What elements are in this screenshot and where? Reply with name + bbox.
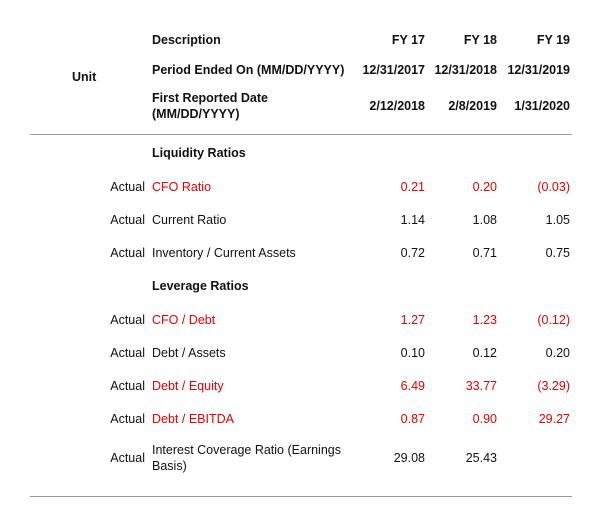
period-ended-fy17: 12/31/2017 [362,63,425,78]
table-row-interest-coverage: Actual Interest Coverage Ratio (Earnings… [30,436,572,482]
table-row-inventory-current-assets: Actual Inventory / Current Assets 0.72 0… [30,237,572,270]
table-header: Unit Description FY 17 FY 18 FY 19 Perio… [30,26,572,128]
value-fy18: 0.90 [472,411,497,426]
period-ended-fy18: 12/31/2018 [434,63,497,78]
value-fy19: 1.05 [545,212,570,227]
first-reported-label: First Reported Date (MM/DD/YYYY) [152,91,268,121]
table-row-debt-equity: Actual Debt / Equity 6.49 33.77 (3.29) [30,370,572,403]
table-row-cfo-debt: Actual CFO / Debt 1.27 1.23 (0.12) [30,304,572,337]
row-type-label: Actual [110,451,145,466]
value-fy17: 1.27 [400,312,425,327]
section-title-row-leverage: Leverage Ratios [30,270,572,304]
bottom-divider [30,496,572,497]
value-fy18: 33.77 [465,378,497,393]
header-row-first-reported: First Reported Date (MM/DD/YYYY) 2/12/20… [30,86,572,128]
value-fy17: 0.10 [400,345,425,360]
row-description: Current Ratio [152,212,227,227]
value-fy18: 0.12 [472,345,497,360]
value-fy18: 1.08 [472,212,497,227]
row-description: Debt / Equity [152,378,224,393]
section-title-row-liquidity: Liquidity Ratios [30,137,572,171]
column-header-fy18: FY 18 [463,33,497,48]
period-ended-fy19: 12/31/2019 [507,63,570,78]
period-ended-label: Period Ended On (MM/DD/YYYY) [152,63,345,78]
value-fy17: 29.08 [393,451,425,466]
row-description: CFO / Debt [152,312,216,327]
row-description: Debt / EBITDA [152,411,234,426]
value-fy18: 1.23 [472,312,497,327]
column-header-fy17: FY 17 [391,33,425,48]
row-description: Inventory / Current Assets [152,245,296,260]
row-type-label: Actual [110,245,145,260]
row-type-label: Actual [110,378,145,393]
row-type-label: Actual [110,345,145,360]
value-fy19: (0.03) [537,179,570,194]
value-fy19: 29.27 [538,411,570,426]
first-reported-fy17: 2/12/2018 [369,99,425,114]
value-fy17: 0.72 [400,245,425,260]
value-fy18: 25.43 [465,451,497,466]
table-row-cfo-ratio: Actual CFO Ratio 0.21 0.20 (0.03) [30,171,572,204]
value-fy19: 0.20 [545,345,570,360]
value-fy19: 0.75 [545,245,570,260]
value-fy17: 0.21 [400,179,425,194]
column-header-fy19: FY 19 [536,33,570,48]
section-title-leverage-ratios: Leverage Ratios [152,279,249,294]
table-row-current-ratio: Actual Current Ratio 1.14 1.08 1.05 [30,204,572,237]
row-description: Debt / Assets [152,345,226,360]
row-description: CFO Ratio [152,179,212,194]
row-type-label: Actual [110,179,145,194]
row-description: Interest Coverage Ratio (Earnings Basis) [152,443,341,473]
header-divider [30,134,572,135]
row-type-label: Actual [110,312,145,327]
section-title-liquidity-ratios: Liquidity Ratios [152,146,246,161]
row-type-label: Actual [110,411,145,426]
column-header-description: Description [152,33,221,48]
value-fy18: 0.20 [472,179,497,194]
row-type-label: Actual [110,212,145,227]
value-fy17: 1.14 [400,212,425,227]
value-fy19: (3.29) [537,378,570,393]
value-fy17: 0.87 [400,411,425,426]
value-fy19: (0.12) [537,312,570,327]
table-row-debt-ebitda: Actual Debt / EBITDA 0.87 0.90 29.27 [30,403,572,436]
first-reported-fy19: 1/31/2020 [514,99,570,114]
header-row-period-ended: Period Ended On (MM/DD/YYYY) 12/31/2017 … [30,56,572,86]
unit-column-header: Unit [72,70,97,84]
value-fy18: 0.71 [472,245,497,260]
table-row-debt-assets: Actual Debt / Assets 0.10 0.12 0.20 [30,337,572,370]
first-reported-fy18: 2/8/2019 [448,99,497,114]
header-row-columns: Description FY 17 FY 18 FY 19 [30,26,572,56]
value-fy17: 6.49 [400,378,425,393]
ratios-table: Unit Description FY 17 FY 18 FY 19 Perio… [30,26,572,499]
